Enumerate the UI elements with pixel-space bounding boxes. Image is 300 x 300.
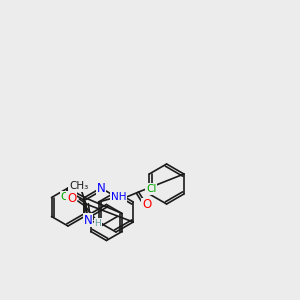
- Text: O: O: [67, 193, 76, 206]
- Text: NH: NH: [111, 192, 126, 202]
- Text: Cl: Cl: [146, 184, 157, 194]
- Text: N: N: [97, 182, 105, 194]
- Text: N: N: [83, 214, 92, 226]
- Text: CH₃: CH₃: [69, 181, 88, 191]
- Text: O: O: [142, 199, 151, 212]
- Text: Cl: Cl: [61, 192, 71, 202]
- Text: H: H: [94, 218, 101, 227]
